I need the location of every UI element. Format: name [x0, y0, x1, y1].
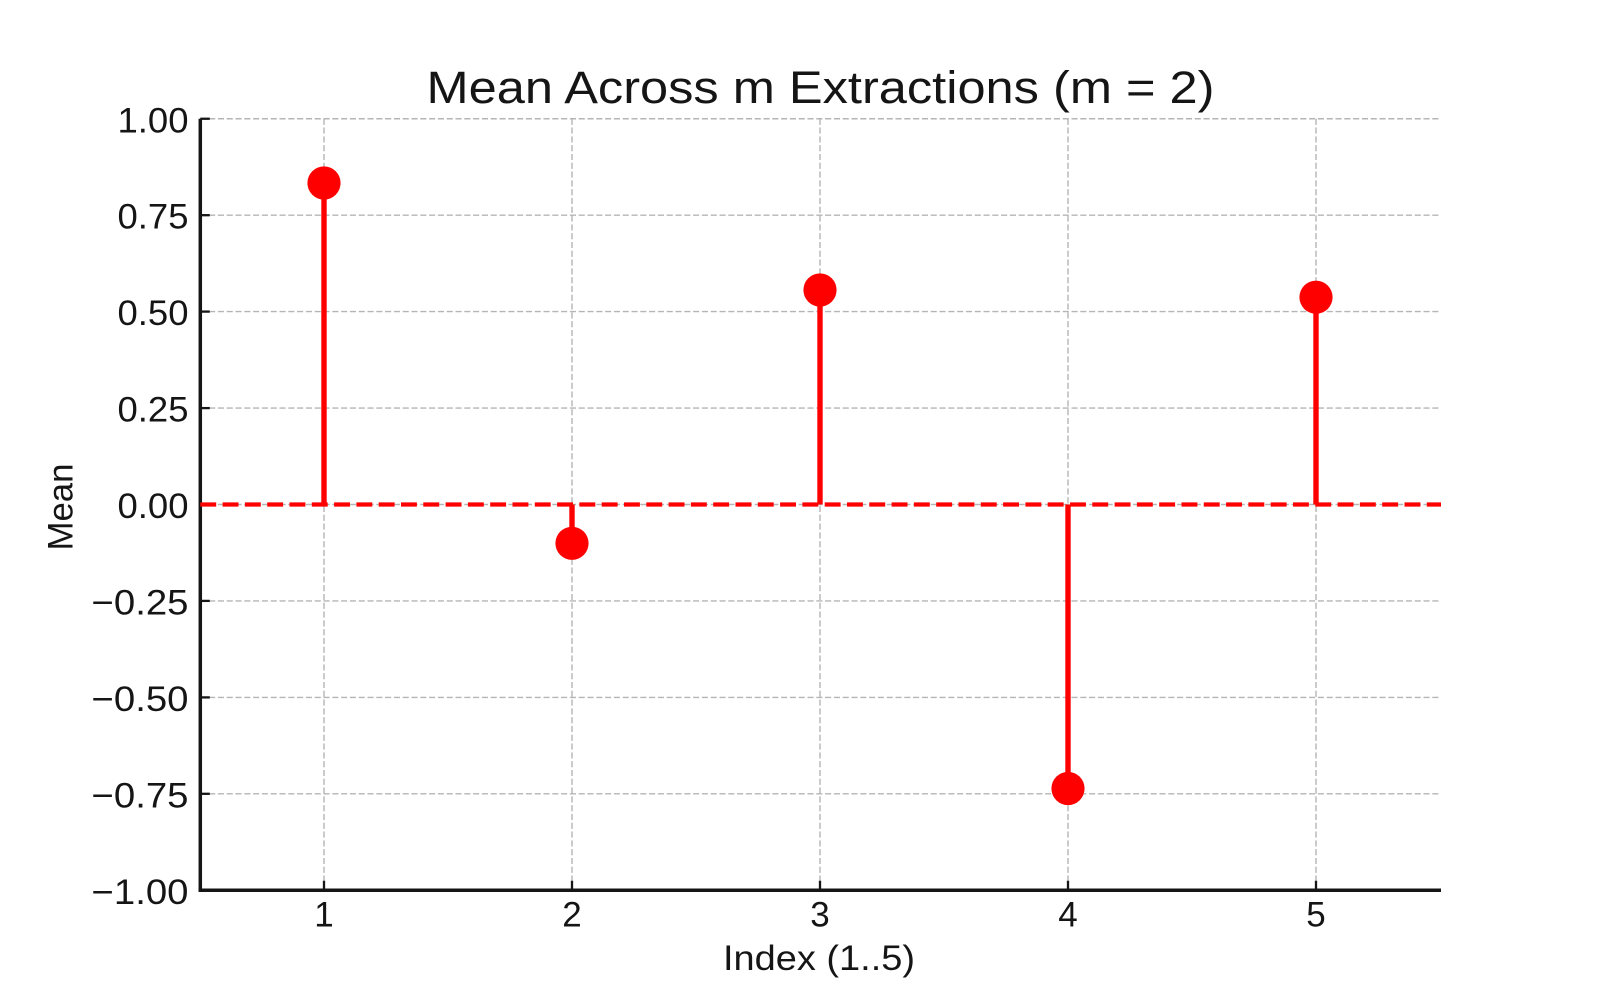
svg-text:2: 2 — [562, 895, 581, 934]
svg-text:−0.50: −0.50 — [92, 680, 189, 719]
svg-text:−0.75: −0.75 — [92, 776, 189, 815]
svg-text:0.25: 0.25 — [118, 391, 189, 430]
svg-text:−1.00: −1.00 — [92, 873, 189, 912]
svg-text:Index (1..5): Index (1..5) — [723, 939, 915, 978]
svg-text:0.00: 0.00 — [118, 487, 189, 526]
svg-text:Mean: Mean — [41, 464, 80, 551]
svg-text:5: 5 — [1306, 895, 1325, 934]
svg-text:0.50: 0.50 — [118, 294, 189, 333]
svg-text:3: 3 — [810, 895, 829, 934]
svg-text:0.75: 0.75 — [118, 198, 189, 237]
svg-text:1: 1 — [314, 895, 333, 934]
svg-text:1.00: 1.00 — [118, 101, 189, 140]
svg-text:−0.25: −0.25 — [92, 583, 189, 622]
svg-text:4: 4 — [1058, 895, 1077, 934]
svg-text:Mean Across m Extractions (m =: Mean Across m Extractions (m = 2) — [427, 62, 1215, 113]
